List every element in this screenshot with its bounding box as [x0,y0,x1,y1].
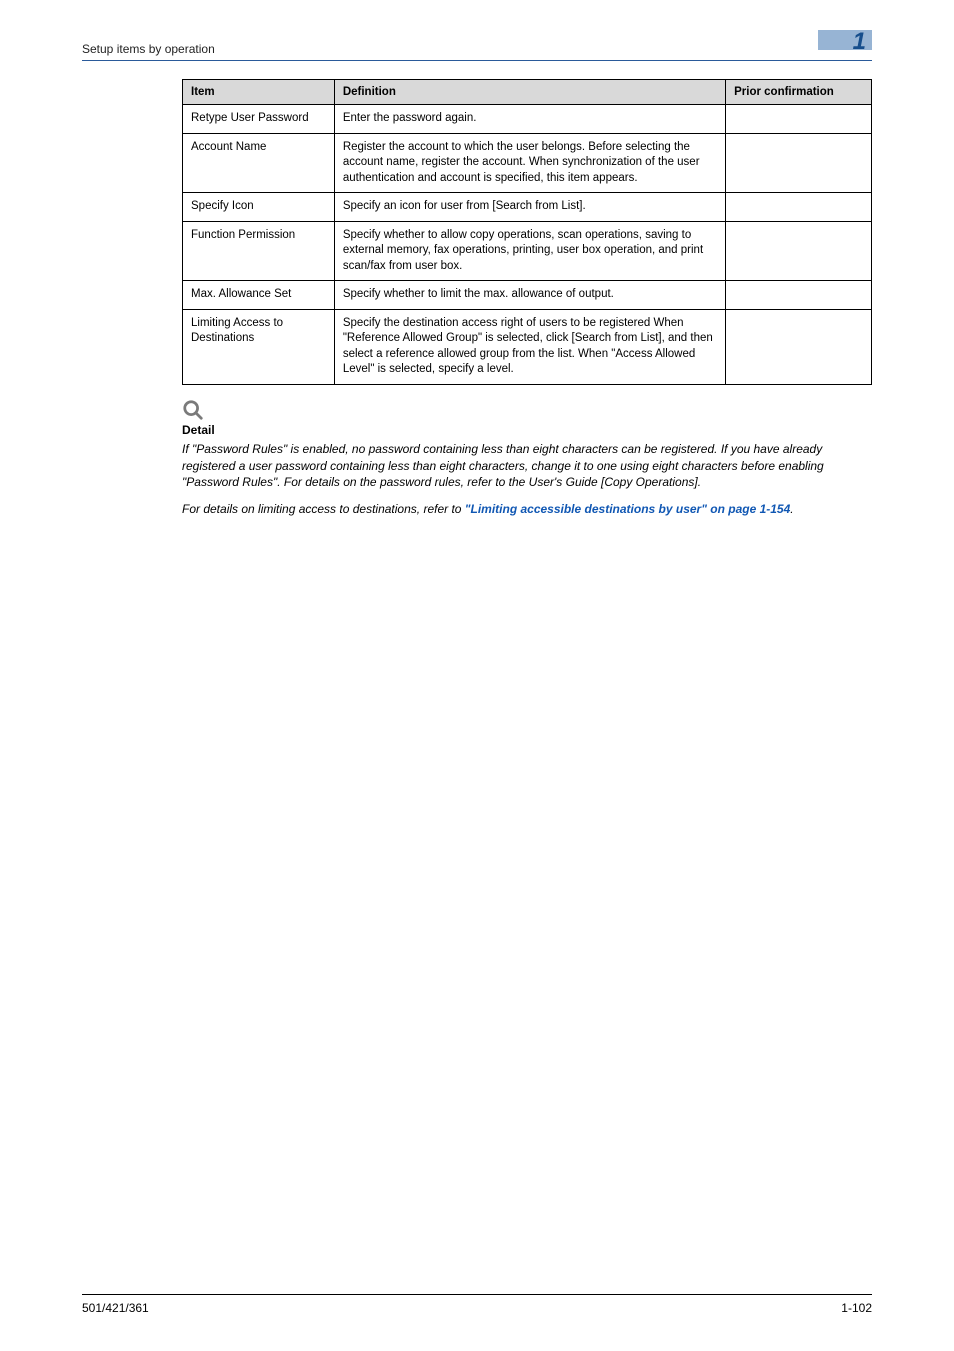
footer-page-number: 1-102 [841,1301,872,1315]
table-row: Function Permission Specify whether to a… [183,221,872,281]
cell-definition: Enter the password again. [334,105,725,134]
cross-reference-link[interactable]: "Limiting accessible destinations by use… [465,502,790,516]
cell-prior [726,105,872,134]
table-row: Limiting Access to Destinations Specify … [183,309,872,384]
table-row: Account Name Register the account to whi… [183,133,872,193]
cell-item: Retype User Password [183,105,335,134]
table-row: Retype User Password Enter the password … [183,105,872,134]
cell-item: Specify Icon [183,193,335,222]
detail-p2-post: . [790,502,793,516]
cell-item: Function Permission [183,221,335,281]
detail-heading: Detail [182,423,872,437]
cell-definition: Register the account to which the user b… [334,133,725,193]
cell-prior [726,281,872,310]
cell-definition: Specify an icon for user from [Search fr… [334,193,725,222]
detail-paragraph-1: If "Password Rules" is enabled, no passw… [182,441,872,491]
page-footer: 501/421/361 1-102 [82,1294,872,1315]
cell-prior [726,221,872,281]
chapter-tab: 1 [818,30,872,56]
cell-prior [726,193,872,222]
detail-paragraph-2: For details on limiting access to destin… [182,501,872,518]
section-title: Setup items by operation [82,42,215,56]
footer-rule [82,1294,872,1295]
chapter-number: 1 [853,28,866,56]
table-row: Max. Allowance Set Specify whether to li… [183,281,872,310]
header-rule [82,60,872,61]
col-header-definition: Definition [334,80,725,105]
table-row: Specify Icon Specify an icon for user fr… [183,193,872,222]
footer-model: 501/421/361 [82,1301,149,1315]
detail-p2-pre: For details on limiting access to destin… [182,502,465,516]
cell-definition: Specify whether to allow copy operations… [334,221,725,281]
cell-definition: Specify whether to limit the max. allowa… [334,281,725,310]
cell-item: Limiting Access to Destinations [183,309,335,384]
page-header: Setup items by operation 1 [82,30,872,61]
cell-prior [726,133,872,193]
col-header-item: Item [183,80,335,105]
cell-item: Max. Allowance Set [183,281,335,310]
detail-note: Detail If "Password Rules" is enabled, n… [182,399,872,518]
cell-item: Account Name [183,133,335,193]
magnifier-icon [182,399,204,421]
cell-definition: Specify the destination access right of … [334,309,725,384]
settings-table: Item Definition Prior confirmation Retyp… [182,79,872,385]
cell-prior [726,309,872,384]
table-header-row: Item Definition Prior confirmation [183,80,872,105]
col-header-prior: Prior confirmation [726,80,872,105]
